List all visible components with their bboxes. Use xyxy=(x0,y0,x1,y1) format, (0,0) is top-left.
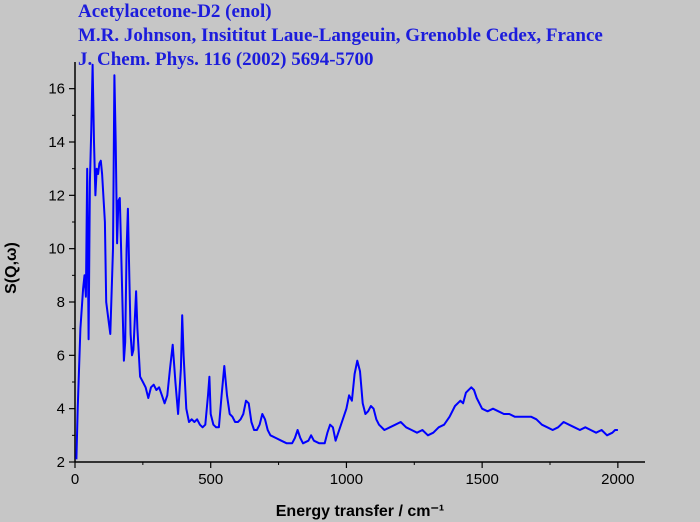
y-tick-label: 2 xyxy=(57,454,65,471)
y-tick-label: 10 xyxy=(48,241,65,258)
y-tick-label: 6 xyxy=(57,347,65,364)
y-tick-label: 14 xyxy=(48,134,65,151)
x-axis-label: Energy transfer / cm⁻¹ xyxy=(276,503,445,520)
x-tick-label: 500 xyxy=(198,471,223,488)
x-tick-label: 1500 xyxy=(465,471,498,488)
data-line xyxy=(75,63,618,460)
x-tick-label: 0 xyxy=(71,471,79,488)
x-tick-label: 1000 xyxy=(330,471,363,488)
chart-title: J. Chem. Phys. 116 (2002) 5694-5700 xyxy=(78,49,374,70)
chart-title: Acetylacetone-D2 (enol) xyxy=(78,1,272,22)
y-tick-label: 12 xyxy=(48,187,65,204)
chart-title: M.R. Johnson, Insititut Laue-Langeuin, G… xyxy=(78,25,603,46)
y-tick-label: 4 xyxy=(57,401,65,418)
y-tick-label: 8 xyxy=(57,294,65,311)
y-tick-label: 16 xyxy=(48,81,65,98)
y-axis-label: S(Q,ω) xyxy=(3,242,20,294)
x-tick-label: 2000 xyxy=(601,471,634,488)
